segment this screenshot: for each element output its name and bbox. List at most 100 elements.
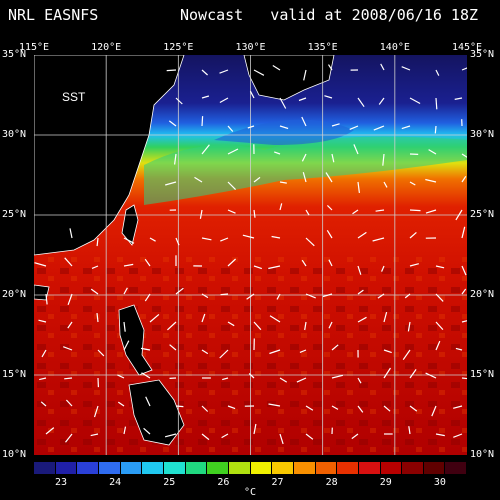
current-arrow: [145, 396, 151, 407]
current-arrow: [402, 349, 411, 361]
current-arrow: [455, 209, 463, 221]
current-arrow: [377, 293, 385, 299]
lon-tick-label: 120°E: [91, 42, 122, 53]
current-arrow: [349, 125, 359, 130]
current-arrow: [201, 293, 209, 299]
current-arrow: [383, 405, 391, 412]
current-arrow: [425, 372, 437, 379]
current-arrow: [357, 265, 362, 275]
current-arrow: [123, 321, 126, 332]
colorbar-segment: [207, 462, 229, 474]
current-arrow: [253, 423, 257, 435]
lat-tick-label-right: 30°N: [470, 129, 495, 140]
current-arrow: [219, 349, 229, 359]
colorbar-segment: [293, 462, 316, 474]
current-arrow: [380, 63, 385, 71]
warm-current-band: [144, 136, 467, 205]
lat-tick-label-right: 25°N: [470, 209, 495, 220]
current-arrow: [425, 209, 437, 214]
current-arrow: [404, 293, 411, 299]
current-arrow: [401, 125, 411, 130]
lat-tick-label-right: 10°N: [470, 449, 495, 460]
current-arrow: [144, 258, 151, 267]
colorbar-segment: [380, 462, 403, 474]
colorbar-tick-label: 30: [433, 477, 446, 488]
current-arrow: [246, 293, 255, 300]
lon-tick-label: 135°E: [307, 42, 338, 53]
colorbar-tick-label: 24: [109, 477, 122, 488]
visayas-mindanao-landmass: [128, 379, 185, 446]
current-arrow: [201, 313, 206, 323]
lat-tick-label-right: 20°N: [470, 289, 495, 300]
lon-tick-label: 140°E: [379, 42, 410, 53]
lat-tick-label-right: 35°N: [470, 49, 495, 60]
current-arrow: [357, 316, 367, 323]
current-arrow: [227, 209, 236, 214]
current-arrow: [383, 349, 392, 354]
current-arrow: [461, 175, 467, 183]
current-arrow: [201, 69, 208, 76]
current-arrow: [253, 69, 265, 76]
lat-tick-label-left: 25°N: [2, 209, 27, 220]
current-arrow: [324, 95, 333, 99]
current-arrow: [123, 287, 128, 295]
current-arrow: [408, 426, 411, 435]
current-arrow: [166, 321, 177, 331]
current-arrow: [117, 374, 125, 379]
current-arrow: [409, 97, 421, 105]
current-arrow: [328, 259, 333, 267]
current-arrow: [141, 372, 151, 379]
china-landmass: [34, 55, 185, 256]
current-arrow: [40, 401, 47, 407]
current-arrow: [93, 405, 99, 418]
colorbar-segment: [98, 462, 121, 474]
current-arrow: [143, 427, 151, 435]
current-vectors: [34, 63, 467, 445]
current-arrow: [435, 265, 445, 269]
current-arrow: [175, 287, 184, 295]
current-arrow: [165, 181, 177, 186]
current-arrow: [435, 293, 444, 302]
current-arrow: [409, 231, 417, 239]
current-arrow: [64, 377, 73, 380]
current-arrow: [268, 403, 281, 407]
current-arrow: [357, 181, 360, 193]
current-arrow: [435, 340, 441, 351]
current-arrow: [409, 209, 421, 212]
current-arrow: [123, 426, 127, 435]
current-arrow: [64, 257, 73, 267]
colorbar-tick-label: 29: [379, 477, 392, 488]
current-arrow: [271, 235, 281, 239]
current-arrow: [227, 148, 239, 155]
current-arrow: [166, 69, 177, 72]
colorbar-segment: [142, 462, 164, 474]
current-arrow: [279, 97, 287, 109]
current-arrow: [305, 433, 314, 440]
current-arrow: [331, 344, 339, 351]
map-source-title: NRL EASNFS: [8, 6, 99, 24]
lat-tick-label-left: 20°N: [2, 289, 27, 300]
current-arrow: [279, 377, 288, 383]
current-arrow: [169, 344, 177, 351]
current-arrow: [227, 181, 237, 191]
current-arrow: [67, 321, 73, 329]
current-arrow: [461, 67, 467, 71]
current-arrow: [199, 209, 203, 219]
current-arrow: [357, 405, 364, 413]
current-arrow: [201, 144, 210, 155]
luzon-landmass: [118, 304, 153, 376]
sst-map-svg: SST: [34, 55, 467, 455]
current-arrow: [201, 433, 210, 441]
current-arrow: [461, 265, 467, 276]
current-arrow: [201, 95, 210, 99]
current-arrow: [326, 229, 333, 239]
colorbar-segment: [55, 462, 78, 474]
current-arrow: [298, 97, 307, 102]
current-arrow: [409, 181, 416, 186]
current-arrow: [357, 289, 364, 295]
colorbar-segment: [337, 462, 359, 474]
current-arrow: [435, 321, 444, 331]
current-arrow: [144, 293, 151, 302]
current-arrow: [455, 347, 463, 351]
colorbar-segment: [163, 462, 186, 474]
